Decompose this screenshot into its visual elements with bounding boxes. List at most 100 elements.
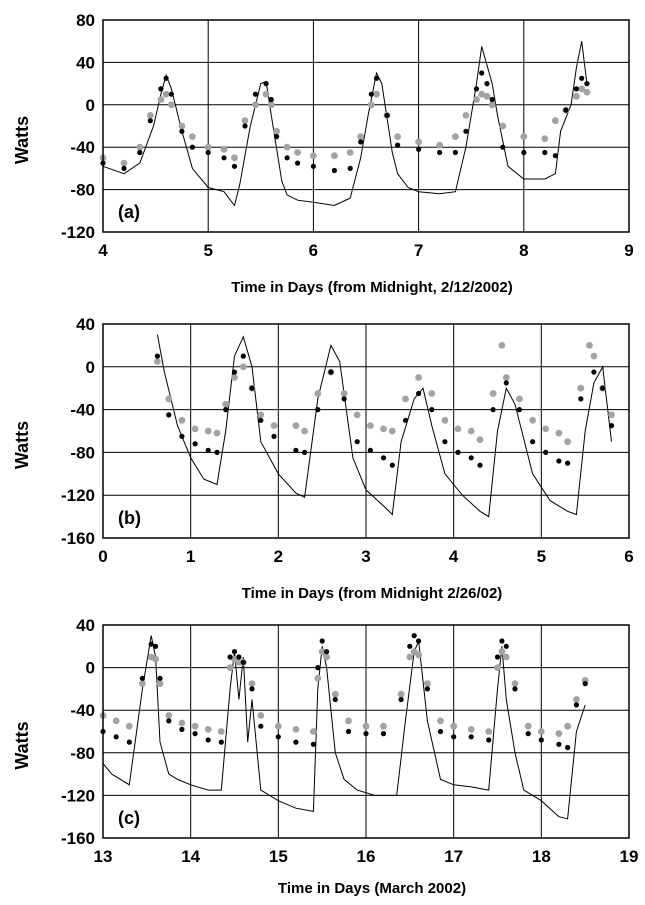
data-point-gray [555, 730, 563, 737]
x-tick-label: 16 [357, 847, 376, 866]
data-point-black [268, 96, 274, 103]
data-point-gray [436, 141, 443, 149]
data-point-black [380, 455, 387, 461]
data-point-black [494, 654, 501, 660]
data-point-gray [204, 726, 212, 733]
data-point-black [543, 449, 549, 455]
data-point-black [274, 134, 280, 140]
data-point-black [608, 423, 615, 429]
y-tick-label: -80 [70, 443, 95, 462]
data-point-black [358, 139, 364, 145]
data-point-black [341, 396, 347, 402]
x-tick-label: 17 [444, 847, 463, 866]
data-point-black [331, 167, 337, 174]
x-tick-label: 9 [624, 241, 633, 260]
data-point-gray [502, 653, 510, 661]
panel-label: (b) [118, 508, 141, 528]
data-point-gray [178, 122, 186, 130]
y-tick-label: -160 [61, 829, 95, 848]
data-point-gray [498, 648, 506, 655]
data-point-black [302, 449, 308, 455]
data-point-black [153, 643, 159, 649]
data-point-black [442, 439, 448, 445]
data-point-gray [314, 390, 322, 397]
data-point-black [451, 734, 457, 740]
data-point-black [147, 118, 153, 124]
data-point-black [424, 686, 430, 692]
data-point-gray [146, 112, 154, 119]
data-point-gray [454, 425, 462, 433]
data-point-gray [331, 690, 339, 698]
data-point-gray [318, 648, 326, 655]
data-point-gray [241, 117, 249, 125]
x-tick-label: 6 [309, 241, 318, 260]
data-point-gray [191, 722, 199, 730]
data-point-black [512, 686, 518, 692]
data-point-gray [415, 138, 422, 146]
data-point-black [578, 396, 584, 402]
data-point-black [148, 641, 154, 647]
x-tick-label: 19 [620, 847, 639, 866]
data-point-gray [542, 425, 550, 433]
data-point-black [380, 731, 387, 737]
data-point-gray [136, 143, 144, 151]
data-point-black [389, 462, 395, 468]
data-point-gray [357, 133, 365, 141]
plot-frame [102, 624, 630, 839]
y-axis-title: Watts [12, 116, 32, 164]
data-point-black [437, 149, 443, 156]
data-point-gray [213, 429, 221, 437]
data-point-gray [189, 133, 196, 141]
data-point-black [429, 407, 435, 413]
y-tick-label: -80 [70, 744, 95, 763]
data-point-gray [178, 719, 186, 727]
x-tick-label: 13 [94, 847, 113, 866]
data-point-gray [397, 690, 405, 698]
y-tick-label: 0 [86, 659, 95, 678]
series-thin-line [102, 41, 588, 207]
data-point-gray [488, 101, 496, 109]
data-point-black [565, 744, 571, 751]
data-point-gray [573, 92, 580, 100]
data-point-black [477, 462, 483, 468]
chart-panel-1: 4 5 6 7 8 9 80 40 0 -40 -80 -120 Time in Days (from … [12, 11, 634, 296]
data-point-gray [529, 416, 536, 424]
data-point-gray [292, 422, 300, 429]
x-tick-label: 15 [269, 847, 288, 866]
data-point-gray [590, 352, 598, 360]
x-tick-label: 3 [361, 547, 370, 566]
data-point-black [542, 149, 548, 156]
data-point-black [395, 142, 401, 148]
data-point-black [452, 149, 458, 156]
data-point-black [499, 638, 505, 644]
data-point-gray [586, 342, 593, 349]
data-point-gray [437, 717, 444, 725]
data-point-gray [222, 400, 230, 408]
data-point-black [345, 728, 352, 735]
data-point-gray [415, 651, 422, 659]
data-point-black [503, 380, 509, 386]
y-tick-label: -160 [61, 529, 95, 548]
data-point-black [218, 739, 224, 745]
data-point-black [332, 696, 338, 703]
data-point-black [275, 734, 281, 740]
data-point-gray [367, 101, 375, 109]
data-point-black [486, 737, 492, 743]
data-point-black [516, 407, 523, 413]
data-point-black [189, 144, 195, 150]
data-point-gray [394, 133, 401, 141]
data-point-gray [380, 425, 387, 433]
x-axis-title: Time in Days (March 2002) [278, 880, 466, 897]
data-point-black [284, 155, 290, 161]
data-point-black [556, 741, 562, 747]
data-point-gray [125, 722, 133, 730]
data-point-black [416, 390, 422, 397]
data-point-black [223, 407, 229, 413]
data-point-black [221, 155, 227, 161]
data-point-black [347, 165, 353, 171]
plot-frame [102, 19, 630, 233]
x-tick-label: 4 [98, 241, 108, 260]
data-point-black [556, 458, 562, 464]
data-point-gray [388, 427, 396, 435]
data-point-gray [204, 143, 212, 151]
